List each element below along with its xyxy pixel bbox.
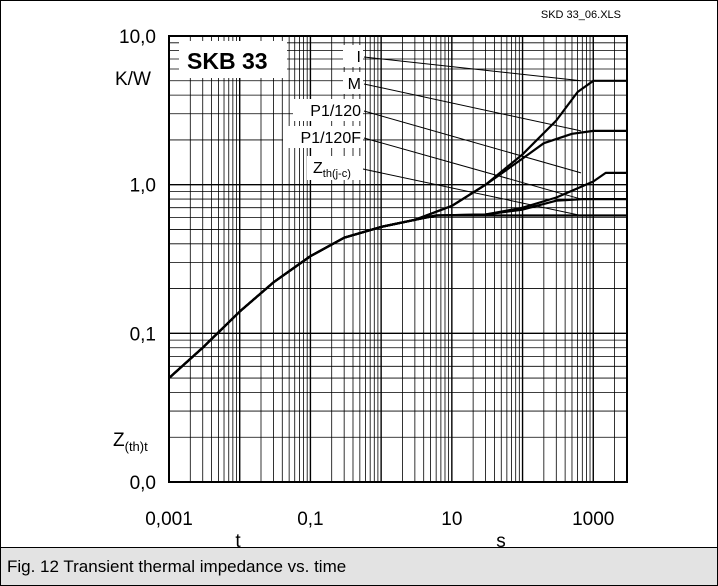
y-tick-label: 10,0 — [119, 27, 156, 48]
series-curve-zth-j-c- — [168, 214, 627, 379]
legend-label-bg — [283, 126, 363, 148]
grid — [168, 35, 628, 483]
legend-label-bg — [293, 99, 363, 121]
legend-label-bg — [343, 72, 363, 94]
legend-label-bg — [307, 156, 363, 180]
axis-labels: 0,001 0,1 10 1000 10,0 1,0 0,1 0,0 t s K/W Z(th)t — [113, 27, 614, 547]
series-curve-p1-120 — [168, 171, 627, 379]
y-axis-unit: K/W — [115, 69, 151, 90]
legend-label: P1/120 — [310, 103, 361, 120]
legend-leader-line — [363, 110, 582, 174]
plot-border — [168, 35, 628, 483]
legend-label: P1/120F — [301, 130, 362, 147]
x-axis-label: t — [235, 531, 241, 547]
file-label: SKD 33_06.XLS — [541, 9, 621, 21]
legend-leader-lines — [362, 56, 582, 217]
legend-title: SKB 33 — [187, 48, 268, 74]
legend-leader-line — [363, 83, 582, 132]
legend-label-zth: Zth(j-c) — [313, 160, 351, 180]
legend-label-bg — [343, 45, 363, 67]
figure-caption: Fig. 12 Transient thermal impedance vs. … — [1, 547, 717, 585]
x-tick-label: 10 — [441, 509, 462, 530]
series-curves — [168, 79, 627, 379]
legend-leader-line — [363, 56, 582, 82]
x-tick-label: 0,1 — [297, 509, 323, 530]
x-tick-label: 1000 — [572, 509, 614, 530]
legend-leader-line — [363, 137, 582, 200]
series-curve-m — [168, 129, 627, 379]
x-tick-label: 0,001 — [145, 509, 193, 530]
y-tick-label: 1,0 — [130, 176, 156, 197]
y-tick-label: 0,1 — [130, 324, 156, 345]
legend-label: I — [357, 49, 361, 66]
y-tick-label: 0,0 — [130, 473, 156, 494]
y-axis-label: Z(th)t — [113, 430, 148, 454]
legend-title-box — [179, 41, 287, 78]
transient-thermal-impedance-chart: SKB 33 IM P1/120 P1/120F Zth(j-c) 0,001 0,1 10… — [113, 9, 628, 547]
legend: SKB 33 IM P1/120 P1/120F Zth(j-c) — [179, 41, 363, 180]
legend-label: M — [348, 76, 361, 93]
x-axis-unit: s — [496, 531, 506, 547]
